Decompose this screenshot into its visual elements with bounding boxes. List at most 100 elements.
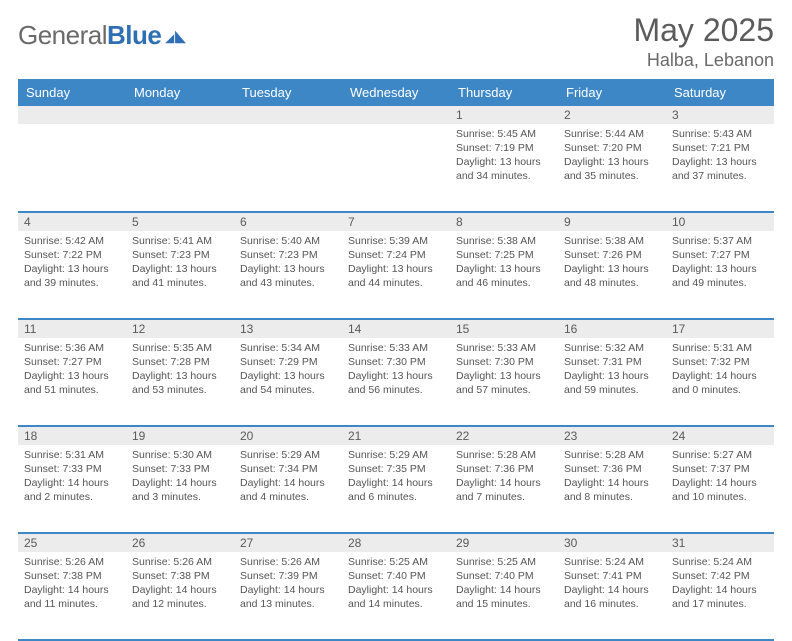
- calendar-day-cell: Sunrise: 5:32 AMSunset: 7:31 PMDaylight:…: [558, 338, 666, 426]
- sunset-line: Sunset: 7:37 PM: [672, 462, 768, 476]
- day-number: 2: [558, 106, 666, 124]
- sunrise-line: Sunrise: 5:38 AM: [456, 234, 552, 248]
- weekday-header-cell: Saturday: [666, 79, 774, 106]
- day-number: 18: [18, 427, 126, 445]
- day-number: 13: [234, 320, 342, 338]
- brand-mark-icon: [165, 27, 187, 45]
- calendar-table: SundayMondayTuesdayWednesdayThursdayFrid…: [18, 79, 774, 641]
- day-details: Sunrise: 5:45 AMSunset: 7:19 PMDaylight:…: [450, 124, 558, 190]
- day-details: Sunrise: 5:25 AMSunset: 7:40 PMDaylight:…: [450, 552, 558, 618]
- calendar-day-cell: Sunrise: 5:42 AMSunset: 7:22 PMDaylight:…: [18, 231, 126, 319]
- daylight-line: Daylight: 14 hours and 7 minutes.: [456, 476, 552, 504]
- day-number: 14: [342, 320, 450, 338]
- sunset-line: Sunset: 7:29 PM: [240, 355, 336, 369]
- sunset-line: Sunset: 7:40 PM: [348, 569, 444, 583]
- daylight-line: Daylight: 13 hours and 54 minutes.: [240, 369, 336, 397]
- day-details: Sunrise: 5:41 AMSunset: 7:23 PMDaylight:…: [126, 231, 234, 297]
- calendar-day-cell: Sunrise: 5:41 AMSunset: 7:23 PMDaylight:…: [126, 231, 234, 319]
- day-number: 21: [342, 427, 450, 445]
- day-details: Sunrise: 5:40 AMSunset: 7:23 PMDaylight:…: [234, 231, 342, 297]
- sunset-line: Sunset: 7:36 PM: [564, 462, 660, 476]
- calendar-daynum-cell: 3: [666, 106, 774, 124]
- calendar-daynum-row: 18192021222324: [18, 426, 774, 445]
- calendar-daynum-cell: 17: [666, 319, 774, 338]
- sunset-line: Sunset: 7:39 PM: [240, 569, 336, 583]
- calendar-daynum-row: 123: [18, 106, 774, 124]
- day-number: 29: [450, 534, 558, 552]
- day-details: Sunrise: 5:34 AMSunset: 7:29 PMDaylight:…: [234, 338, 342, 404]
- daylight-line: Daylight: 13 hours and 57 minutes.: [456, 369, 552, 397]
- day-details: Sunrise: 5:28 AMSunset: 7:36 PMDaylight:…: [558, 445, 666, 511]
- sunset-line: Sunset: 7:36 PM: [456, 462, 552, 476]
- calendar-daynum-cell: 18: [18, 426, 126, 445]
- daylight-line: Daylight: 13 hours and 53 minutes.: [132, 369, 228, 397]
- day-details: Sunrise: 5:33 AMSunset: 7:30 PMDaylight:…: [450, 338, 558, 404]
- sunset-line: Sunset: 7:22 PM: [24, 248, 120, 262]
- day-details: Sunrise: 5:38 AMSunset: 7:25 PMDaylight:…: [450, 231, 558, 297]
- calendar-info-row: Sunrise: 5:42 AMSunset: 7:22 PMDaylight:…: [18, 231, 774, 319]
- weekday-header-cell: Friday: [558, 79, 666, 106]
- calendar-day-cell: Sunrise: 5:33 AMSunset: 7:30 PMDaylight:…: [342, 338, 450, 426]
- sunrise-line: Sunrise: 5:34 AM: [240, 341, 336, 355]
- sunrise-line: Sunrise: 5:42 AM: [24, 234, 120, 248]
- day-number: 12: [126, 320, 234, 338]
- day-number: 9: [558, 213, 666, 231]
- daylight-line: Daylight: 14 hours and 11 minutes.: [24, 583, 120, 611]
- calendar-day-cell: Sunrise: 5:40 AMSunset: 7:23 PMDaylight:…: [234, 231, 342, 319]
- brand-word1: General: [18, 20, 107, 50]
- sunrise-line: Sunrise: 5:31 AM: [24, 448, 120, 462]
- month-title: May 2025: [633, 14, 774, 48]
- calendar-daynum-row: 11121314151617: [18, 319, 774, 338]
- day-number: 7: [342, 213, 450, 231]
- day-number: 3: [666, 106, 774, 124]
- title-block: May 2025 Halba, Lebanon: [633, 14, 774, 71]
- calendar-day-cell: Sunrise: 5:34 AMSunset: 7:29 PMDaylight:…: [234, 338, 342, 426]
- sunset-line: Sunset: 7:26 PM: [564, 248, 660, 262]
- calendar-weekday-header: SundayMondayTuesdayWednesdayThursdayFrid…: [18, 79, 774, 106]
- day-details: Sunrise: 5:26 AMSunset: 7:38 PMDaylight:…: [126, 552, 234, 618]
- sunset-line: Sunset: 7:20 PM: [564, 141, 660, 155]
- calendar-day-cell: [126, 124, 234, 212]
- calendar-day-cell: Sunrise: 5:24 AMSunset: 7:41 PMDaylight:…: [558, 552, 666, 640]
- calendar-daynum-cell: 15: [450, 319, 558, 338]
- sunrise-line: Sunrise: 5:25 AM: [456, 555, 552, 569]
- weekday-header-cell: Monday: [126, 79, 234, 106]
- sunrise-line: Sunrise: 5:33 AM: [348, 341, 444, 355]
- day-number: 1: [450, 106, 558, 124]
- sunrise-line: Sunrise: 5:26 AM: [24, 555, 120, 569]
- sunrise-line: Sunrise: 5:40 AM: [240, 234, 336, 248]
- calendar-day-cell: Sunrise: 5:33 AMSunset: 7:30 PMDaylight:…: [450, 338, 558, 426]
- sunset-line: Sunset: 7:28 PM: [132, 355, 228, 369]
- daylight-line: Daylight: 13 hours and 37 minutes.: [672, 155, 768, 183]
- day-details: Sunrise: 5:31 AMSunset: 7:33 PMDaylight:…: [18, 445, 126, 511]
- daylight-line: Daylight: 14 hours and 12 minutes.: [132, 583, 228, 611]
- calendar-daynum-cell: 7: [342, 212, 450, 231]
- day-number: 25: [18, 534, 126, 552]
- calendar-info-row: Sunrise: 5:36 AMSunset: 7:27 PMDaylight:…: [18, 338, 774, 426]
- sunrise-line: Sunrise: 5:29 AM: [348, 448, 444, 462]
- calendar-day-cell: Sunrise: 5:25 AMSunset: 7:40 PMDaylight:…: [450, 552, 558, 640]
- daylight-line: Daylight: 14 hours and 17 minutes.: [672, 583, 768, 611]
- day-details: Sunrise: 5:29 AMSunset: 7:34 PMDaylight:…: [234, 445, 342, 511]
- daylight-line: Daylight: 14 hours and 2 minutes.: [24, 476, 120, 504]
- calendar-daynum-cell: 29: [450, 533, 558, 552]
- daylight-line: Daylight: 14 hours and 16 minutes.: [564, 583, 660, 611]
- calendar-daynum-cell: 4: [18, 212, 126, 231]
- calendar-day-cell: [342, 124, 450, 212]
- calendar-day-cell: Sunrise: 5:26 AMSunset: 7:39 PMDaylight:…: [234, 552, 342, 640]
- calendar-day-cell: Sunrise: 5:43 AMSunset: 7:21 PMDaylight:…: [666, 124, 774, 212]
- calendar-day-cell: Sunrise: 5:35 AMSunset: 7:28 PMDaylight:…: [126, 338, 234, 426]
- sunset-line: Sunset: 7:27 PM: [24, 355, 120, 369]
- daylight-line: Daylight: 14 hours and 8 minutes.: [564, 476, 660, 504]
- sunset-line: Sunset: 7:35 PM: [348, 462, 444, 476]
- day-details: Sunrise: 5:36 AMSunset: 7:27 PMDaylight:…: [18, 338, 126, 404]
- sunrise-line: Sunrise: 5:43 AM: [672, 127, 768, 141]
- sunset-line: Sunset: 7:21 PM: [672, 141, 768, 155]
- day-number: 10: [666, 213, 774, 231]
- calendar-day-cell: Sunrise: 5:29 AMSunset: 7:35 PMDaylight:…: [342, 445, 450, 533]
- day-number: 8: [450, 213, 558, 231]
- calendar-daynum-cell: 9: [558, 212, 666, 231]
- sunrise-line: Sunrise: 5:25 AM: [348, 555, 444, 569]
- calendar-info-row: Sunrise: 5:31 AMSunset: 7:33 PMDaylight:…: [18, 445, 774, 533]
- day-details: Sunrise: 5:29 AMSunset: 7:35 PMDaylight:…: [342, 445, 450, 511]
